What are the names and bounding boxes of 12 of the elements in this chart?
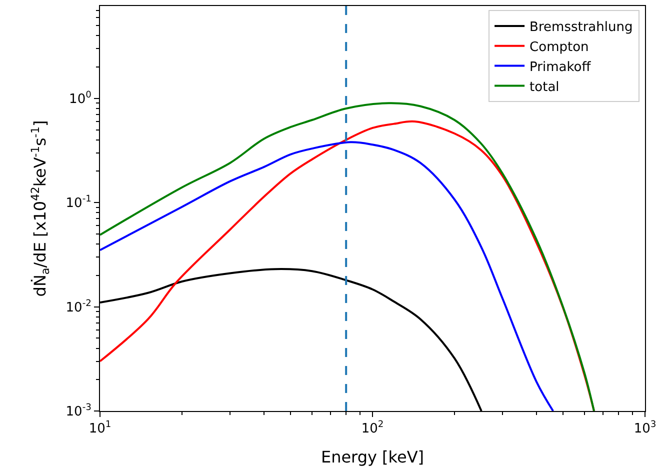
y-tick-label: 10$^{0}$ xyxy=(69,90,92,107)
x-tick-label: 10$^{2}$ xyxy=(361,420,384,437)
legend-label: Bremsstrahlung xyxy=(530,20,633,36)
y-tick-label: 10$^{-1}$ xyxy=(66,194,92,212)
x-tick-label: 10$^{3}$ xyxy=(634,420,656,437)
x-tick-label: 10$^{1}$ xyxy=(88,420,112,437)
legend-label: Compton xyxy=(530,40,589,55)
legend-label: Primakoff xyxy=(530,60,592,75)
y-tick-label: 10$^{-2}$ xyxy=(66,298,92,316)
y-tick-label: 10$^{-3}$ xyxy=(66,403,92,420)
x-axis-title: Energy [keV] xyxy=(320,447,424,466)
legend-label: total xyxy=(530,80,560,95)
